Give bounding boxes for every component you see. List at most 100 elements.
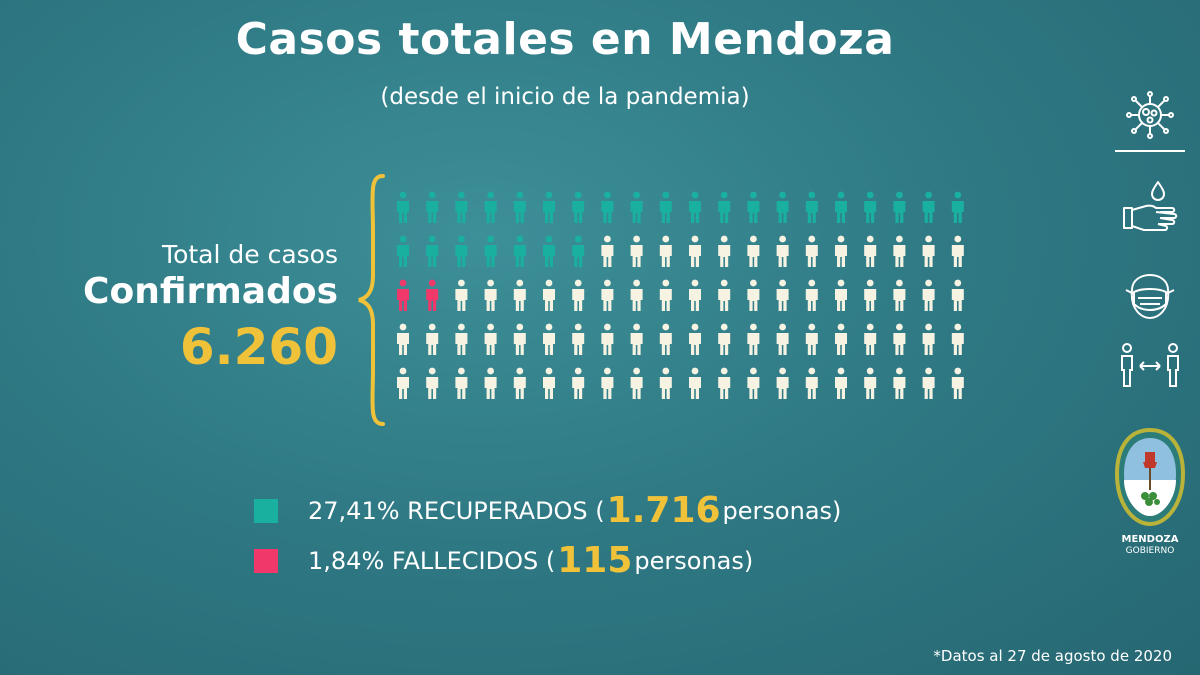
person-figure-rest bbox=[864, 367, 877, 399]
person-figure-rest bbox=[835, 323, 847, 355]
recovered-percent: 27,41% RECUPERADOS ( bbox=[308, 496, 605, 525]
person-figure-recovered bbox=[601, 191, 614, 223]
person-figure-rest bbox=[630, 323, 643, 355]
person-figure-rest bbox=[484, 279, 497, 311]
social-distance-icon bbox=[1121, 343, 1179, 387]
person-figure-rest bbox=[513, 279, 526, 311]
sidebar-divider bbox=[1115, 150, 1185, 152]
person-figure-rest bbox=[893, 235, 906, 267]
recovered-suffix: personas) bbox=[722, 496, 842, 525]
person-figure-rest bbox=[426, 367, 439, 399]
person-figure-rest bbox=[951, 323, 964, 355]
logo-line1: MENDOZA bbox=[1121, 534, 1179, 545]
person-figure-rest bbox=[893, 279, 906, 311]
person-figure-rest bbox=[922, 323, 935, 355]
person-figure-rest bbox=[718, 367, 731, 399]
person-figure-rest bbox=[543, 323, 555, 355]
footnote: *Datos al 27 de agosto de 2020 bbox=[933, 647, 1172, 665]
deceased-percent: 1,84% FALLECIDOS ( bbox=[308, 546, 556, 575]
person-figure-rest bbox=[543, 279, 555, 311]
person-figure-rest bbox=[922, 279, 935, 311]
person-figure-rest bbox=[689, 279, 701, 311]
recovered-swatch bbox=[254, 498, 278, 523]
person-figure-rest bbox=[659, 367, 672, 399]
recovered-count: 1.716 bbox=[606, 490, 721, 531]
person-figure-rest bbox=[835, 367, 847, 399]
person-figure-rest bbox=[776, 279, 789, 311]
person-figure-rest bbox=[747, 367, 760, 399]
person-figure-recovered bbox=[951, 191, 964, 223]
brace-icon bbox=[358, 174, 385, 426]
person-figure-recovered bbox=[543, 191, 555, 223]
person-figure-recovered bbox=[543, 235, 555, 267]
confirmed-label: Confirmados bbox=[83, 271, 338, 312]
person-figure-rest bbox=[893, 367, 906, 399]
person-figure-rest bbox=[484, 367, 497, 399]
page-subtitle: (desde el inicio de la pandemia) bbox=[380, 84, 750, 110]
person-figure-recovered bbox=[864, 191, 877, 223]
person-figure-recovered bbox=[630, 191, 643, 223]
person-figure-recovered bbox=[922, 191, 935, 223]
person-figure-rest bbox=[455, 323, 468, 355]
person-figure-rest bbox=[659, 323, 672, 355]
person-figure-recovered bbox=[659, 191, 672, 223]
person-figure-rest bbox=[951, 279, 964, 311]
person-figure-rest bbox=[601, 235, 614, 267]
person-figure-rest bbox=[601, 367, 614, 399]
deceased-count: 115 bbox=[557, 540, 633, 581]
person-figure-recovered bbox=[513, 191, 526, 223]
person-figure-rest bbox=[835, 235, 847, 267]
person-figure-recovered bbox=[397, 191, 409, 223]
total-summary: Total de casos Confirmados 6.260 bbox=[83, 240, 338, 378]
person-figure-rest bbox=[864, 323, 877, 355]
person-figure-rest bbox=[776, 235, 789, 267]
person-figure-rest bbox=[572, 279, 585, 311]
person-figure-rest bbox=[455, 367, 468, 399]
page-title: Casos totales en Mendoza bbox=[235, 14, 895, 65]
person-figure-recovered bbox=[835, 191, 847, 223]
person-figure-recovered bbox=[718, 191, 731, 223]
person-figure-rest bbox=[951, 367, 964, 399]
person-figure-recovered bbox=[426, 191, 439, 223]
person-figure-deceased bbox=[397, 279, 409, 311]
face-mask-icon bbox=[1125, 274, 1175, 320]
person-figure-rest bbox=[397, 367, 409, 399]
person-figure-rest bbox=[922, 235, 935, 267]
mendoza-shield-icon bbox=[1114, 427, 1186, 527]
person-figure-rest bbox=[513, 367, 526, 399]
person-figure-rest bbox=[922, 367, 935, 399]
mendoza-logo: MENDOZA GOBIERNO bbox=[1110, 427, 1190, 557]
legend-deceased: 1,84% FALLECIDOS ( 115 personas) bbox=[254, 540, 753, 581]
legend-recovered: 27,41% RECUPERADOS ( 1.716 personas) bbox=[254, 490, 841, 531]
person-figure-rest bbox=[484, 323, 497, 355]
person-figure-recovered bbox=[689, 191, 701, 223]
person-figure-rest bbox=[397, 323, 409, 355]
person-figure-rest bbox=[718, 235, 731, 267]
person-figure-rest bbox=[630, 279, 643, 311]
total-label: Total de casos bbox=[162, 240, 338, 269]
person-figure-recovered bbox=[572, 191, 585, 223]
person-figure-rest bbox=[630, 235, 643, 267]
person-figure-rest bbox=[630, 367, 643, 399]
person-figure-rest bbox=[572, 367, 585, 399]
person-figure-rest bbox=[572, 323, 585, 355]
person-figure-rest bbox=[951, 235, 964, 267]
person-figure-recovered bbox=[484, 191, 497, 223]
person-figure-rest bbox=[689, 323, 701, 355]
pictogram-grid bbox=[397, 191, 964, 399]
person-figure-recovered bbox=[776, 191, 789, 223]
person-figure-recovered bbox=[513, 235, 526, 267]
person-figure-rest bbox=[455, 279, 468, 311]
person-figure-recovered bbox=[572, 235, 585, 267]
person-figure-recovered bbox=[426, 235, 439, 267]
person-figure-recovered bbox=[747, 191, 760, 223]
person-figure-rest bbox=[513, 323, 526, 355]
person-figure-rest bbox=[426, 323, 439, 355]
person-figure-rest bbox=[543, 367, 555, 399]
person-figure-recovered bbox=[455, 191, 468, 223]
deceased-suffix: personas) bbox=[634, 546, 754, 575]
deceased-swatch bbox=[254, 548, 278, 573]
logo-line2: GOBIERNO bbox=[1125, 546, 1175, 556]
hand-wash-icon bbox=[1123, 181, 1178, 231]
person-figure-rest bbox=[805, 235, 818, 267]
